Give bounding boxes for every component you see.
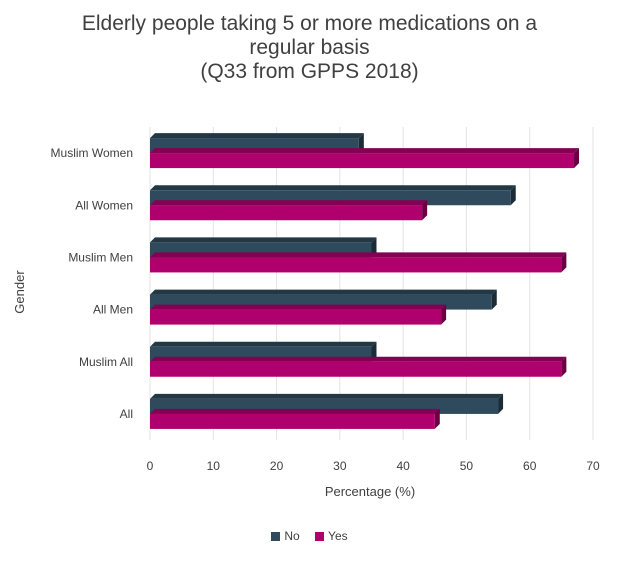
category-label: All Women xyxy=(75,198,133,212)
bar-top-face xyxy=(150,408,440,414)
bar-top-face xyxy=(150,185,516,191)
category-label: Muslim Women xyxy=(51,146,133,160)
bar-front-face xyxy=(150,205,423,221)
bar-top-face xyxy=(150,356,567,362)
bar-top-face xyxy=(150,200,428,206)
category-label: Muslim Men xyxy=(68,250,133,264)
category-labels: Muslim Women All Women Muslim Men All Men Mu… xyxy=(51,146,133,421)
bar-top-face xyxy=(150,133,364,139)
bar-top-face xyxy=(150,393,504,399)
chart-title-line-1: Elderly people taking 5 or more medicati… xyxy=(81,12,538,35)
bar-yes xyxy=(150,408,440,429)
x-tick-label: 30 xyxy=(333,459,347,473)
x-tick-label: 10 xyxy=(207,459,221,473)
bar-side-face xyxy=(510,185,516,206)
x-axis-title: Percentage (%) xyxy=(325,484,415,499)
bar-side-face xyxy=(371,237,377,258)
bar-yes xyxy=(150,148,580,169)
x-tick-labels: 0 10 20 30 40 50 60 70 xyxy=(147,459,600,473)
chart-title-line-3: (Q33 from GPPS 2018) xyxy=(200,60,419,83)
chart-title: Elderly people taking 5 or more medicati… xyxy=(0,12,619,84)
bar-top-face xyxy=(150,341,377,347)
bar-side-face xyxy=(574,148,580,169)
bar-top-face xyxy=(150,304,447,310)
bar-front-face xyxy=(150,309,442,325)
bar-yes xyxy=(150,304,447,325)
legend-label-no: No xyxy=(284,529,300,543)
legend-item-yes: Yes xyxy=(315,529,348,543)
gridlines xyxy=(149,127,594,440)
legend-swatch-no xyxy=(271,532,281,541)
bar-front-face xyxy=(150,153,575,169)
bar-side-face xyxy=(422,200,428,221)
legend-item-no: No xyxy=(271,529,300,543)
bar-top-face xyxy=(150,252,567,258)
x-tick-label: 0 xyxy=(147,459,154,473)
bar-yes xyxy=(150,252,567,273)
bar-front-face xyxy=(150,413,435,429)
x-tick-label: 50 xyxy=(460,459,474,473)
bar-front-face xyxy=(150,361,562,377)
bar-side-face xyxy=(491,289,497,310)
x-tick-label: 70 xyxy=(586,459,600,473)
bar-side-face xyxy=(498,393,504,414)
category-label: All Men xyxy=(93,303,133,317)
legend-label-yes: Yes xyxy=(328,529,348,543)
bar-side-face xyxy=(441,304,447,325)
bar-top-face xyxy=(150,148,580,154)
bars xyxy=(150,133,580,429)
x-tick-label: 20 xyxy=(270,459,284,473)
bar-side-face xyxy=(434,408,440,429)
bar-top-face xyxy=(150,237,377,243)
chart-title-line-2: regular basis xyxy=(249,36,370,59)
bar-yes xyxy=(150,356,567,377)
y-axis-title: Gender xyxy=(12,270,27,314)
category-label: Muslim All xyxy=(79,355,133,369)
x-tick-label: 40 xyxy=(396,459,410,473)
x-tick-label: 60 xyxy=(523,459,537,473)
bar-side-face xyxy=(561,356,567,377)
bar-side-face xyxy=(561,252,567,273)
bar-front-face xyxy=(150,257,562,273)
legend: No Yes xyxy=(0,529,619,543)
legend-swatch-yes xyxy=(315,532,325,541)
bar-top-face xyxy=(150,289,497,295)
category-label: All xyxy=(120,407,133,421)
bar-yes xyxy=(150,200,428,221)
